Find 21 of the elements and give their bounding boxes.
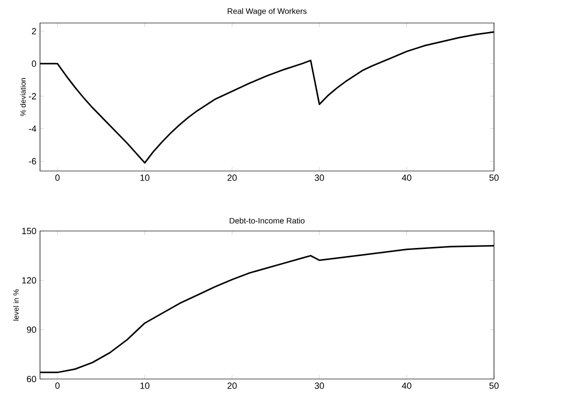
x-tick-label: 30 bbox=[314, 174, 324, 181]
y-tick-label: 0 bbox=[32, 60, 36, 67]
x-tick-label: 30 bbox=[314, 382, 324, 389]
y-tick-label: 2 bbox=[32, 28, 36, 34]
y-tick-label: 150 bbox=[22, 228, 36, 234]
y-tick-label: -4 bbox=[28, 126, 36, 132]
y-tick-label: -6 bbox=[28, 158, 36, 164]
x-tick-label: 0 bbox=[55, 174, 60, 181]
x-tick-label: 10 bbox=[140, 382, 150, 389]
x-tick-label: 40 bbox=[402, 174, 412, 181]
x-tick-label: 50 bbox=[489, 174, 499, 181]
y-tick-label: 60 bbox=[26, 376, 36, 382]
y-tick-label: 120 bbox=[22, 277, 36, 284]
x-tick-label: 20 bbox=[228, 382, 237, 389]
x-tick-label: 50 bbox=[489, 382, 499, 389]
y-tick-label: -2 bbox=[28, 93, 36, 100]
x-tick-label: 0 bbox=[55, 382, 60, 389]
y-tick-label: 90 bbox=[26, 326, 36, 333]
x-tick-label: 20 bbox=[228, 174, 237, 181]
x-tick-label: 10 bbox=[140, 174, 150, 181]
x-tick-label: 40 bbox=[402, 382, 412, 389]
